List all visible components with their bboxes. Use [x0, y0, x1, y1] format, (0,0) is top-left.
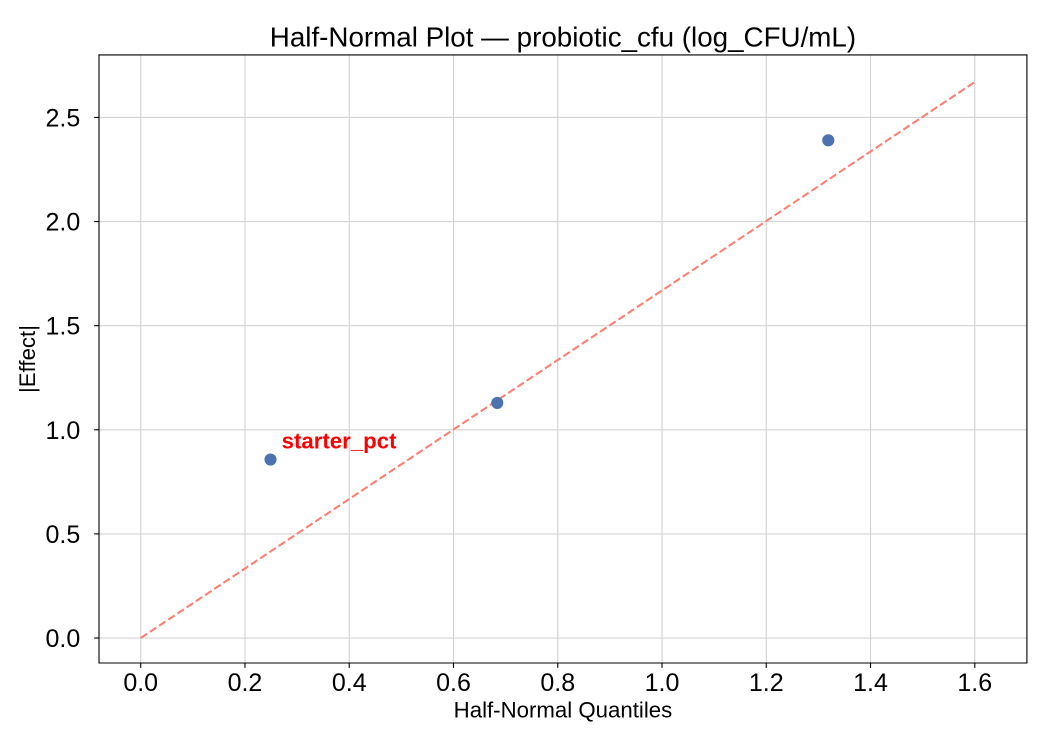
svg-text:1.2: 1.2 [749, 669, 784, 697]
svg-text:0.5: 0.5 [45, 521, 80, 549]
svg-text:2.5: 2.5 [45, 105, 80, 133]
svg-text:0.0: 0.0 [123, 669, 158, 697]
svg-text:2.0: 2.0 [45, 209, 80, 237]
svg-text:Half-Normal Quantiles: Half-Normal Quantiles [454, 698, 673, 723]
svg-text:starter_pct: starter_pct [282, 428, 397, 453]
svg-text:1.4: 1.4 [853, 669, 888, 697]
svg-text:1.0: 1.0 [645, 669, 680, 697]
svg-text:1.5: 1.5 [45, 313, 80, 341]
svg-text:0.2: 0.2 [228, 669, 263, 697]
svg-text:Half-Normal Plot — probiotic_c: Half-Normal Plot — probiotic_cfu (log_CF… [270, 22, 856, 53]
svg-text:0.8: 0.8 [540, 669, 575, 697]
svg-text:|Effect|: |Effect| [15, 325, 40, 393]
svg-text:1.0: 1.0 [45, 417, 80, 445]
svg-text:0.0: 0.0 [45, 625, 80, 653]
svg-text:0.4: 0.4 [332, 669, 367, 697]
svg-text:0.6: 0.6 [436, 669, 471, 697]
svg-text:1.6: 1.6 [957, 669, 992, 697]
